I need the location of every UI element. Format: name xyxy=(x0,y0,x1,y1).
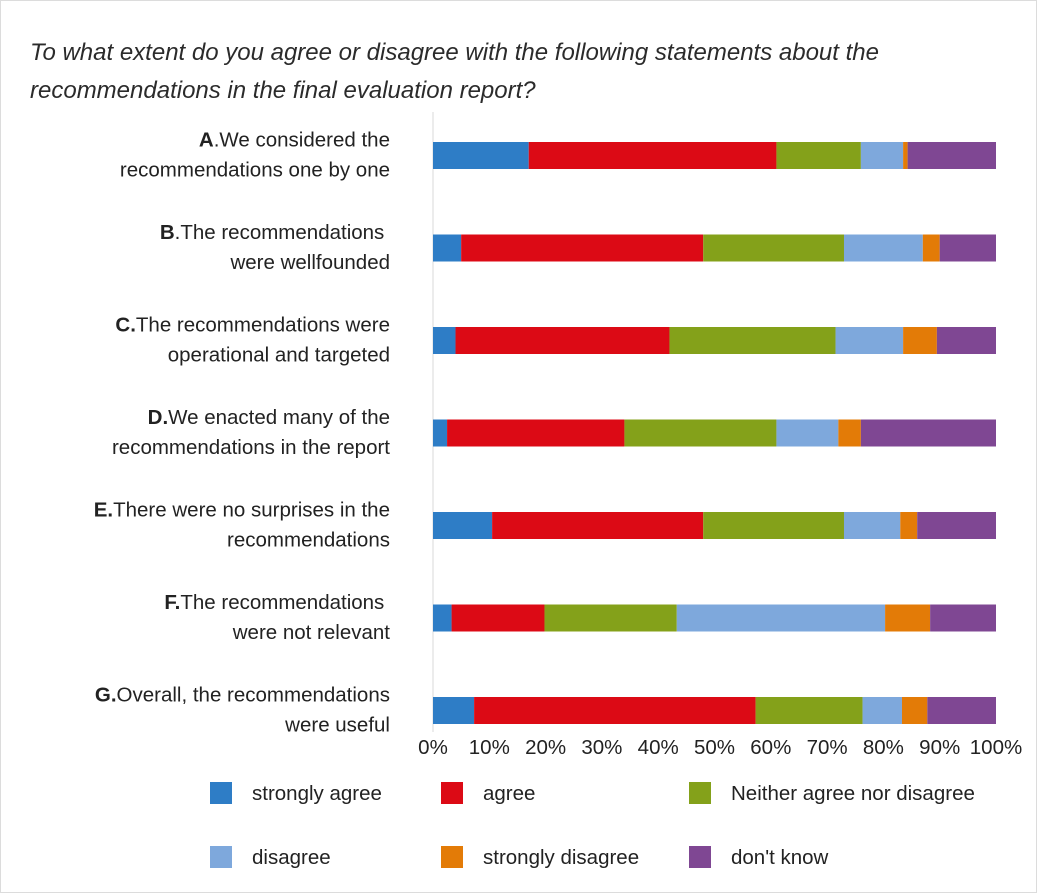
bar-segment-a-3 xyxy=(860,142,904,169)
bar-segment-d-5 xyxy=(860,419,996,447)
bar-segment-b-2 xyxy=(703,234,844,262)
category-letter: B xyxy=(160,221,175,244)
bar-segment-g-0 xyxy=(433,697,475,724)
x-tick-label: 20% xyxy=(525,736,566,759)
legend-swatch xyxy=(441,846,463,868)
legend-swatch xyxy=(689,846,711,868)
bar-segment-e-5 xyxy=(917,512,996,539)
bar-segment-d-1 xyxy=(447,419,625,447)
category-label: A.We considered the recommendations one b… xyxy=(120,129,390,182)
bar-segment-c-1 xyxy=(455,327,670,354)
category-label-line1: The recommendations were xyxy=(136,314,390,337)
legend-swatch xyxy=(441,782,463,804)
category-label-line2: recommendations in the report xyxy=(112,436,390,459)
bar-segment-d-3 xyxy=(776,419,839,447)
legend-label: strongly disagree xyxy=(483,846,639,869)
bar-segment-e-2 xyxy=(703,512,844,539)
category-label: D.We enacted many of the recommendations … xyxy=(112,406,390,459)
bar-segment-a-1 xyxy=(528,142,777,169)
bar-segment-g-2 xyxy=(755,697,863,724)
bar-segment-f-5 xyxy=(930,604,996,632)
bar-segment-f-1 xyxy=(451,604,545,632)
bar-segment-b-4 xyxy=(922,234,940,262)
bar-segment-c-3 xyxy=(835,327,904,354)
bar-segment-g-5 xyxy=(927,697,996,724)
bar-segment-a-2 xyxy=(776,142,861,169)
category-label-line2: were wellfounded xyxy=(229,251,390,274)
bar-segment-b-5 xyxy=(939,234,996,262)
x-tick-label: 100% xyxy=(970,736,1022,759)
x-tick-label: 0% xyxy=(418,736,448,759)
bar-segment-g-1 xyxy=(474,697,756,724)
legend-label: agree xyxy=(483,782,535,805)
category-label: B.The recommendations were wellfounded xyxy=(160,221,390,274)
x-tick-label: 50% xyxy=(694,736,735,759)
category-label: G.Overall, the recommendations were usefu… xyxy=(95,684,390,737)
bar-segment-g-3 xyxy=(862,697,902,724)
category-label: C.The recommendations were operational an… xyxy=(115,314,390,367)
x-tick-label: 40% xyxy=(638,736,679,759)
bar-segment-b-1 xyxy=(461,234,704,262)
bar-segment-c-0 xyxy=(433,327,456,354)
bar-segment-a-4 xyxy=(903,142,908,169)
category-label-line1: .The recommendations xyxy=(175,221,390,244)
x-tick-label: 80% xyxy=(863,736,904,759)
legend-label: disagree xyxy=(252,846,331,869)
category-label: E.There were no surprises in the recommen… xyxy=(94,499,390,552)
category-letter: C. xyxy=(115,314,136,337)
category-label-line2: recommendations one by one xyxy=(120,159,390,182)
category-label-line1: Overall, the recommendations xyxy=(117,684,390,707)
bar-segment-e-3 xyxy=(843,512,901,539)
chart-title: To what extent do you agree or disagree … xyxy=(30,39,879,104)
bar-segment-c-2 xyxy=(669,327,836,354)
legend-swatch xyxy=(689,782,711,804)
category-letter: D. xyxy=(148,406,169,429)
bar-segment-b-3 xyxy=(843,234,923,262)
x-tick-label: 60% xyxy=(750,736,791,759)
bar-segment-b-0 xyxy=(433,234,462,262)
bar-segment-e-4 xyxy=(900,512,918,539)
legend-swatch xyxy=(210,782,232,804)
bar-segment-f-3 xyxy=(676,604,886,632)
category-label-line2: were useful xyxy=(284,714,390,737)
bar-segment-d-2 xyxy=(624,419,777,447)
category-label-line1: We enacted many of the xyxy=(168,406,390,429)
category-label-line1: .We considered the xyxy=(214,129,390,152)
category-letter: G. xyxy=(95,684,117,707)
category-label: F.The recommendations were not relevant xyxy=(164,591,390,644)
x-tick-label: 70% xyxy=(807,736,848,759)
bar-segment-f-4 xyxy=(885,604,931,632)
x-tick-label: 90% xyxy=(919,736,960,759)
x-tick-label: 30% xyxy=(581,736,622,759)
bar-segment-e-0 xyxy=(433,512,493,539)
bar-segment-f-0 xyxy=(433,604,452,632)
bar-segment-c-5 xyxy=(936,327,996,354)
legend-label: Neither agree nor disagree xyxy=(731,782,975,805)
category-letter: F. xyxy=(164,591,180,614)
bar-segment-e-1 xyxy=(492,512,704,539)
legend-label: don't know xyxy=(731,846,829,869)
category-label-line2: recommendations xyxy=(227,529,390,552)
legend-label: strongly agree xyxy=(252,782,382,805)
category-label-line2: were not relevant xyxy=(232,621,391,644)
category-letter: A xyxy=(199,129,214,152)
category-label-line2: operational and targeted xyxy=(168,344,390,367)
category-letter: E. xyxy=(94,499,113,522)
bar-segment-c-4 xyxy=(903,327,937,354)
category-label-line1: The recommendations xyxy=(180,591,390,614)
bar-segment-g-4 xyxy=(901,697,928,724)
bar-segment-f-2 xyxy=(544,604,677,632)
legend-swatch xyxy=(210,846,232,868)
category-label-line1: There were no surprises in the xyxy=(113,499,390,522)
x-tick-label: 10% xyxy=(469,736,510,759)
bar-segment-d-0 xyxy=(433,419,448,447)
bar-segment-a-0 xyxy=(433,142,529,169)
bar-segment-a-5 xyxy=(907,142,996,169)
bar-segment-d-4 xyxy=(838,419,861,447)
